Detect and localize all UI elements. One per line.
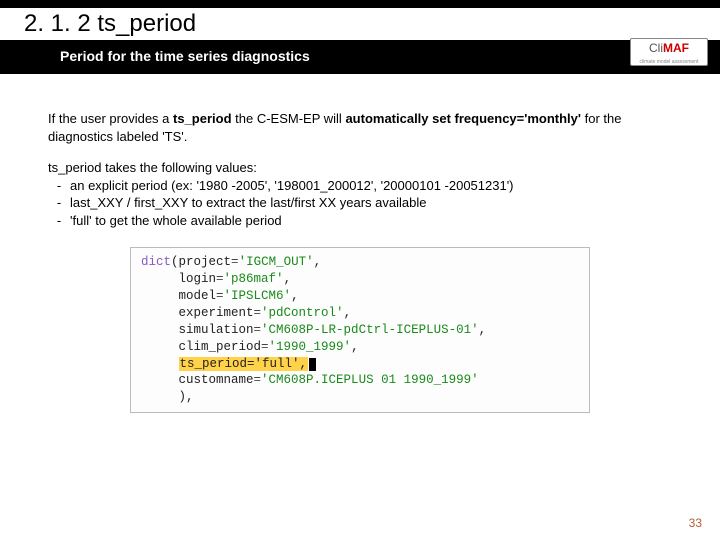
section-title: 2. 1. 2 ts_period xyxy=(0,8,720,42)
values-intro: ts_period takes the following values: xyxy=(48,159,672,177)
code-keyword: dict xyxy=(141,255,171,269)
slide-content: If the user provides a ts_period the C-E… xyxy=(0,74,720,413)
list-item: -'full' to get the whole available perio… xyxy=(48,212,672,230)
paragraph-2: ts_period takes the following values: -a… xyxy=(48,159,672,229)
header-band: 2. 1. 2 ts_period Period for the time se… xyxy=(0,0,720,74)
list-item: -last_XXY / first_XXY to extract the las… xyxy=(48,194,672,212)
paragraph-1: If the user provides a ts_period the C-E… xyxy=(48,110,672,145)
list-item: -an explicit period (ex: '1980 -2005', '… xyxy=(48,177,672,195)
text-cursor xyxy=(309,358,316,371)
code-snippet: dict(project='IGCM_OUT', login='p86maf',… xyxy=(130,247,590,413)
highlighted-line: ts_period='full', xyxy=(179,357,309,371)
page-number: 33 xyxy=(689,516,702,530)
subtitle: Period for the time series diagnostics xyxy=(0,42,720,64)
bullet-list: -an explicit period (ex: '1980 -2005', '… xyxy=(48,177,672,230)
climaf-logo: CliMAF climate model assessment xyxy=(630,38,708,66)
